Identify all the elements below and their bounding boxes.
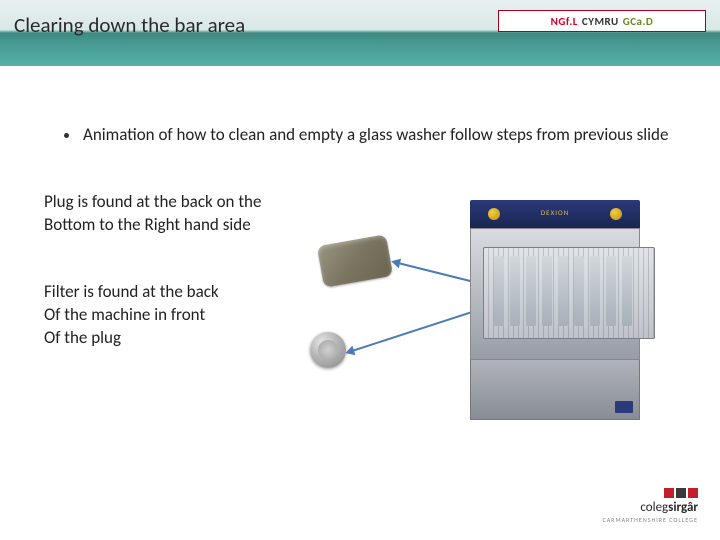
college-name: colegsirgâr xyxy=(603,500,698,515)
filter-line-2: Of the machine in front xyxy=(44,304,205,325)
logo-cymru-text: CYMRU xyxy=(582,15,619,28)
slide-title: Clearing down the bar area xyxy=(14,12,245,38)
logo-block-dark xyxy=(676,488,686,498)
college-name-pre: coleg xyxy=(640,500,668,515)
rack-slot xyxy=(622,256,632,326)
rack-slot xyxy=(558,256,568,326)
machine-control-panel: DEXION xyxy=(470,200,640,228)
logo-blocks xyxy=(603,488,698,498)
college-logo: colegsirgâr CARMARTHENSHIRE COLLEGE xyxy=(603,488,698,524)
knob-icon xyxy=(488,208,500,220)
rack-slot xyxy=(590,256,600,326)
knob-icon xyxy=(610,208,622,220)
plug-line-1: Plug is found at the back on the xyxy=(44,191,261,212)
rack-slot xyxy=(542,256,552,326)
rack-slot xyxy=(606,256,616,326)
slide-header: Clearing down the bar area NGf.L CYMRU G… xyxy=(0,0,720,66)
rack-slot xyxy=(494,256,504,326)
glass-rack xyxy=(483,247,655,339)
base-badge xyxy=(615,401,633,413)
logo-block-red xyxy=(688,488,698,498)
diagram: DEXION xyxy=(300,200,640,420)
rack-slot xyxy=(526,256,536,326)
college-subline: CARMARTHENSHIRE COLLEGE xyxy=(603,516,698,524)
rack-slot xyxy=(510,256,520,326)
rack-slot xyxy=(574,256,584,326)
filter-line-3: Of the plug xyxy=(44,327,121,348)
logo-gcad-text: GCa.D xyxy=(623,15,654,28)
logo-block-red xyxy=(664,488,674,498)
plug-image xyxy=(317,234,393,288)
filter-image xyxy=(310,332,346,368)
college-name-bold: sirgâr xyxy=(668,500,698,515)
machine-base xyxy=(470,360,640,420)
machine-chamber xyxy=(470,228,640,360)
bullet-icon xyxy=(64,133,69,138)
machine-brand: DEXION xyxy=(541,208,569,217)
bullet-text: Animation of how to clean and empty a gl… xyxy=(83,124,668,147)
ngfl-logo: NGf.L CYMRU GCa.D xyxy=(498,10,706,32)
glass-washer-machine: DEXION xyxy=(470,200,640,420)
plug-line-2: Bottom to the Right hand side xyxy=(44,214,251,235)
logo-ngfl-text: NGf.L xyxy=(551,15,578,28)
filter-line-1: Filter is found at the back xyxy=(44,281,219,302)
bullet-item: Animation of how to clean and empty a gl… xyxy=(64,124,680,147)
